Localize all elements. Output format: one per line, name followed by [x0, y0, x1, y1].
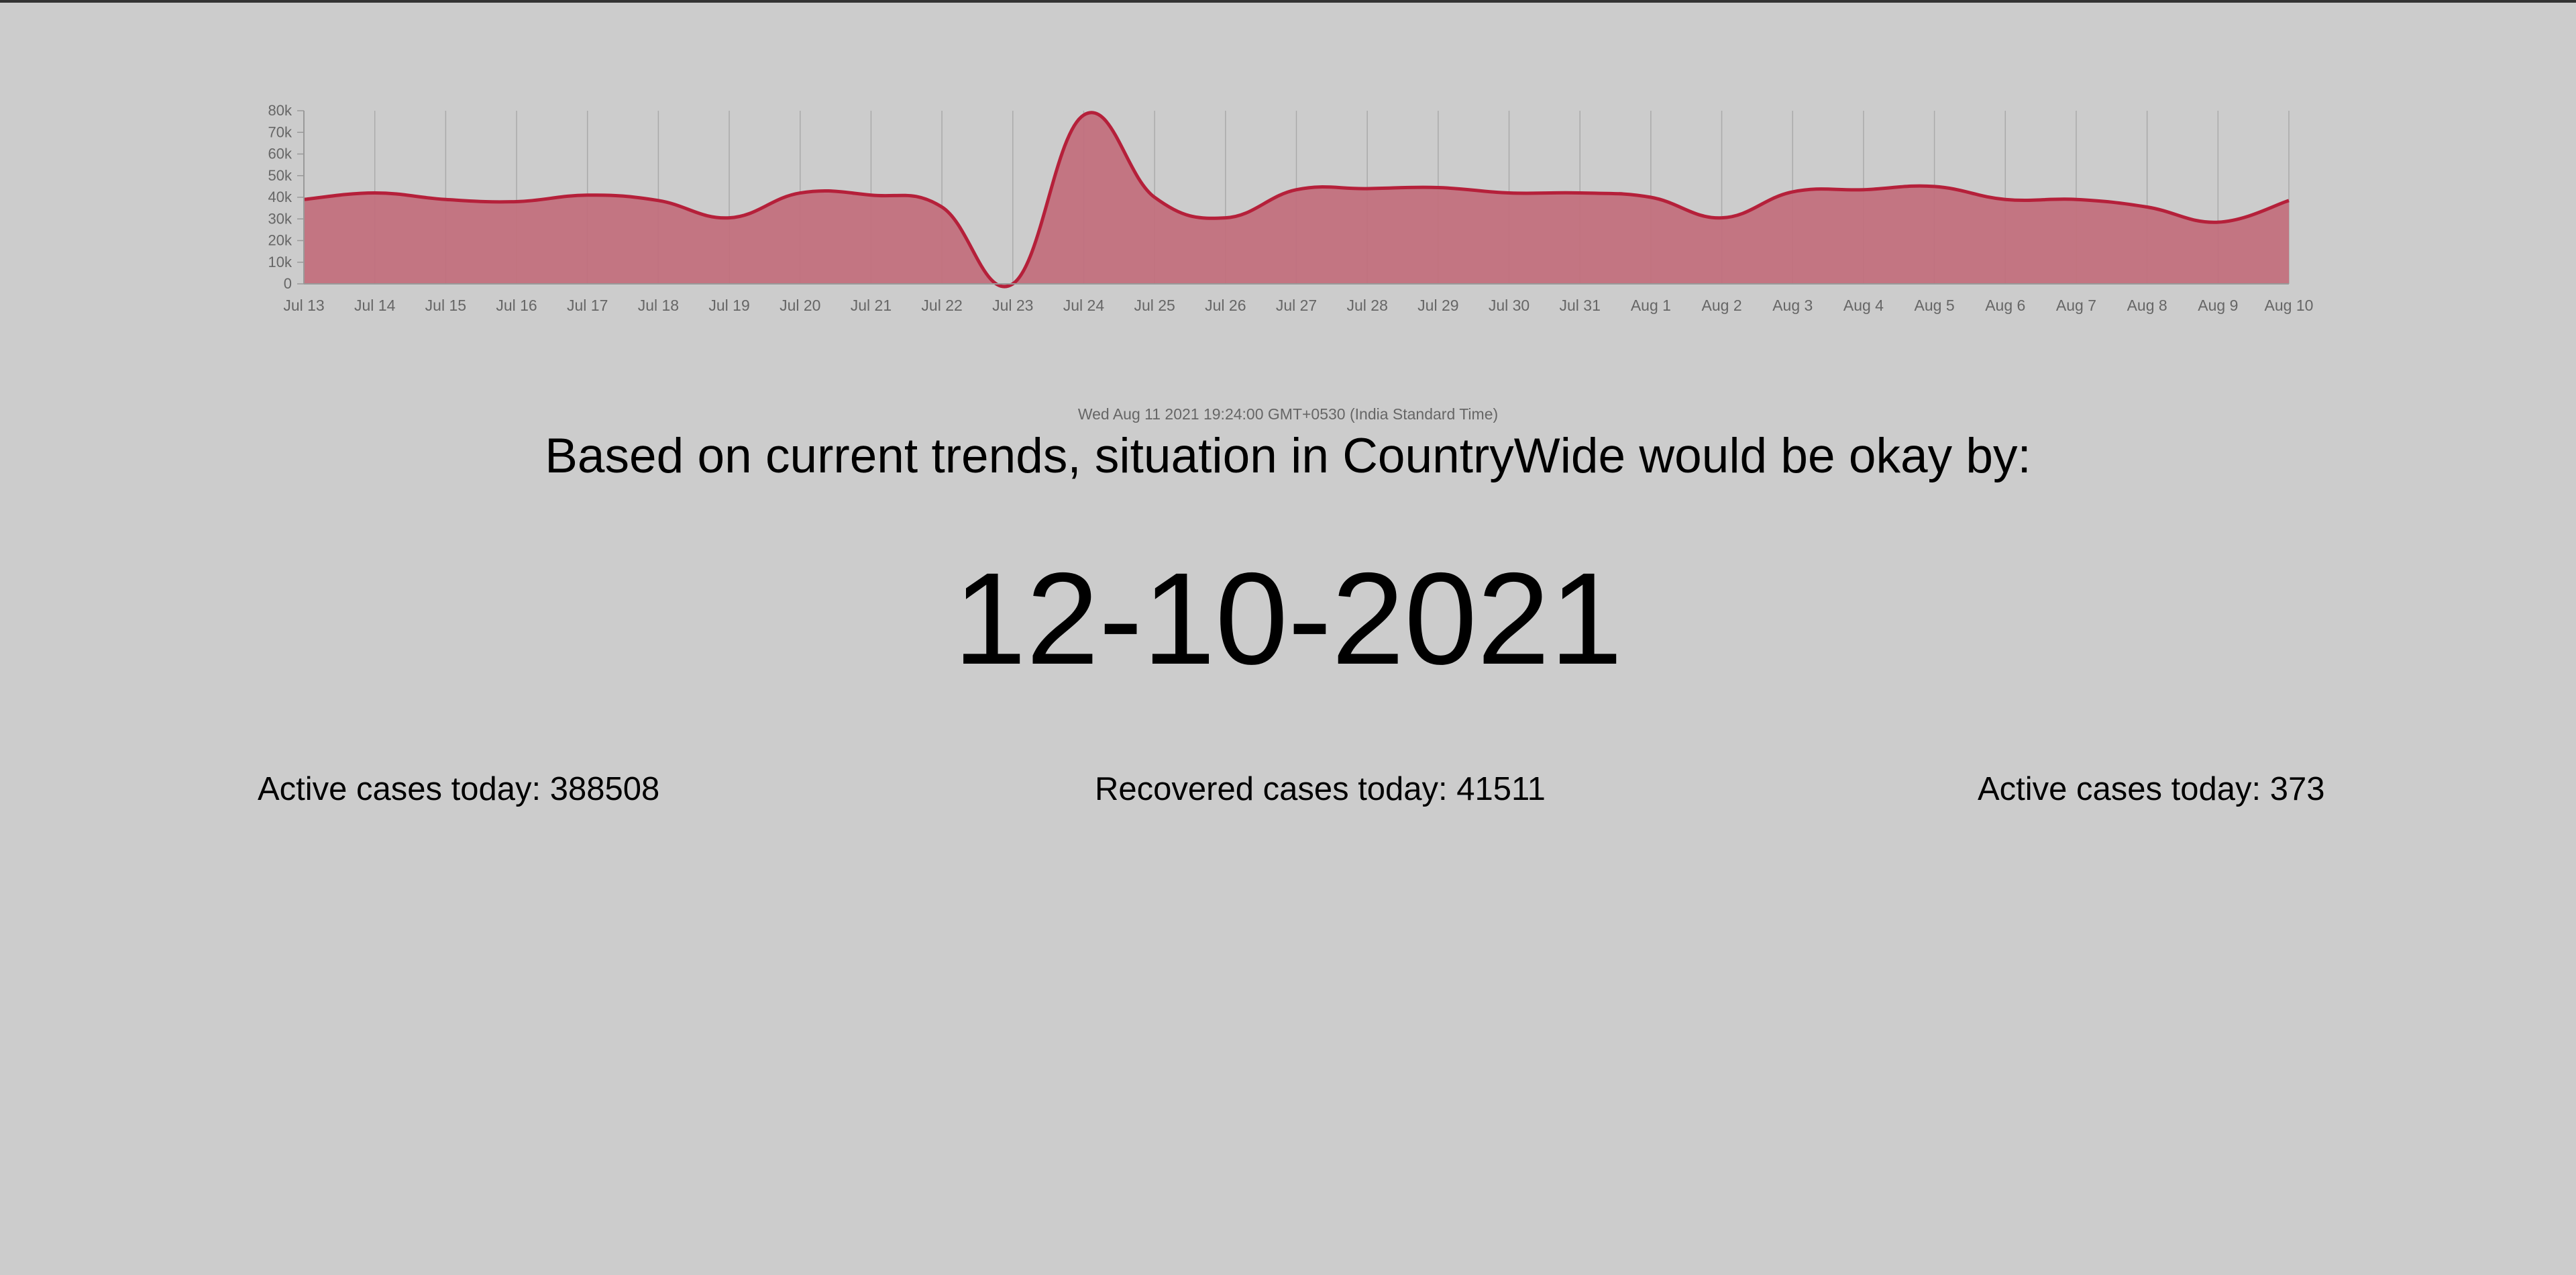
- data-point-jul-15: [444, 198, 447, 201]
- x-tick-label: Jul 20: [780, 297, 820, 314]
- data-point-jul-27: [1295, 189, 1298, 191]
- data-point-jul-29: [1437, 186, 1440, 189]
- data-point-jul-21: [869, 194, 872, 197]
- x-tick-label: Aug 8: [2127, 297, 2167, 314]
- x-tick-label: Jul 21: [851, 297, 892, 314]
- x-tick-label: Jul 18: [638, 297, 679, 314]
- x-axis-ticks: Jul 13 Jul 14 Jul 15 Jul 16 Jul 17 Jul 18 Jul …: [283, 297, 2313, 314]
- x-tick-label: Aug 2: [1702, 297, 1742, 314]
- x-tick-label: Jul 13: [283, 297, 324, 314]
- x-tick-label: Aug 1: [1631, 297, 1671, 314]
- y-tick-label: 50k: [268, 167, 292, 184]
- data-point-aug-4: [1862, 189, 1865, 191]
- x-tick-label: Jul 22: [921, 297, 962, 314]
- x-tick-label: Aug 4: [1843, 297, 1884, 314]
- x-tick-label: Jul 15: [425, 297, 466, 314]
- data-point-jul-16: [515, 200, 518, 203]
- x-tick-label: Jul 30: [1489, 297, 1529, 314]
- x-tick-label: Aug 9: [2198, 297, 2238, 314]
- x-tick-label: Aug 6: [1985, 297, 2025, 314]
- y-tick-label: 0: [284, 275, 292, 292]
- data-point-aug-9: [2216, 221, 2219, 223]
- x-tick-label: Jul 17: [567, 297, 608, 314]
- data-point-jul-25: [1153, 196, 1156, 199]
- data-point-jul-14: [374, 192, 376, 195]
- y-axis-ticks: 0 10k 20k 30k 40k 50k 60k 70k 80k: [268, 102, 304, 292]
- cases-chart: 0 10k 20k 30k 40k 50k 60k 70k 80k Jul 13 Jul 14 Ju…: [0, 0, 2576, 336]
- chart-area-layer: [303, 111, 2290, 289]
- data-point-jul-26: [1224, 217, 1227, 219]
- data-point-aug-5: [1933, 185, 1936, 188]
- y-tick-label: 10k: [268, 254, 292, 270]
- x-tick-label: Jul 24: [1063, 297, 1105, 314]
- data-point-jul-28: [1366, 187, 1368, 190]
- y-tick-label: 80k: [268, 102, 292, 119]
- forecast-headline: Based on current trends, situation in Co…: [545, 429, 2031, 483]
- data-point-jul-24: [1082, 113, 1085, 116]
- x-tick-label: Aug 10: [2265, 297, 2314, 314]
- x-tick-label: Jul 29: [1417, 297, 1458, 314]
- data-point-aug-1: [1650, 196, 1652, 199]
- x-tick-label: Jul 28: [1346, 297, 1387, 314]
- data-point-aug-8: [2146, 206, 2149, 209]
- x-tick-label: Aug 5: [1915, 297, 1955, 314]
- y-tick-label: 30k: [268, 210, 292, 227]
- y-tick-label: 20k: [268, 232, 292, 249]
- data-point-jul-20: [799, 192, 802, 195]
- y-tick-label: 60k: [268, 146, 292, 162]
- recovered-cases-stat: Recovered cases today: 41511: [1095, 771, 1546, 807]
- x-tick-label: Jul 14: [354, 297, 396, 314]
- x-tick-label: Aug 7: [2056, 297, 2096, 314]
- last-updated-timestamp: Wed Aug 11 2021 19:24:00 GMT+0530 (India…: [1077, 405, 1499, 423]
- predicted-okay-date: 12-10-2021: [953, 546, 1623, 692]
- x-tick-label: Jul 16: [496, 297, 537, 314]
- data-point-jul-30: [1508, 192, 1511, 195]
- data-point-jul-23: [1012, 283, 1014, 285]
- y-tick-label: 70k: [268, 123, 292, 140]
- active-cases-stat-secondary: Active cases today: 373: [1978, 771, 2325, 807]
- data-point-aug-10: [2288, 199, 2290, 202]
- data-point-jul-22: [941, 206, 943, 209]
- active-cases-stat: Active cases today: 388508: [258, 771, 660, 807]
- series-line: [303, 111, 2290, 289]
- data-point-jul-13: [303, 198, 305, 201]
- series-area-fill: [304, 112, 2289, 287]
- data-point-aug-2: [1721, 217, 1723, 219]
- data-point-jul-19: [728, 217, 731, 219]
- data-point-jul-18: [657, 199, 659, 202]
- data-point-aug-3: [1791, 191, 1794, 193]
- window-top-border: [0, 0, 2576, 3]
- x-tick-label: Aug 3: [1772, 297, 1813, 314]
- x-tick-label: Jul 19: [708, 297, 749, 314]
- x-tick-label: Jul 27: [1276, 297, 1317, 314]
- data-point-jul-17: [586, 194, 589, 197]
- data-point-jul-31: [1578, 192, 1581, 195]
- x-tick-label: Jul 26: [1205, 297, 1246, 314]
- x-tick-label: Jul 31: [1560, 297, 1601, 314]
- y-tick-label: 40k: [268, 189, 292, 205]
- x-tick-label: Jul 25: [1134, 297, 1175, 314]
- data-point-aug-6: [2004, 198, 2006, 201]
- x-tick-label: Jul 23: [992, 297, 1033, 314]
- data-point-aug-7: [2075, 198, 2078, 201]
